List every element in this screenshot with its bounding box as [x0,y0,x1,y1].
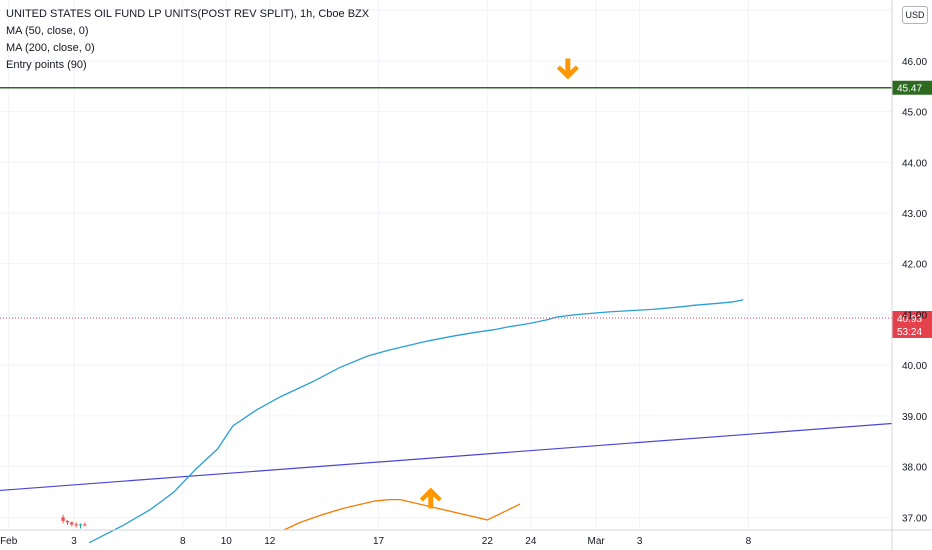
candles-layer [61,514,87,529]
entry-arrow-down [556,58,579,80]
legend-ma200[interactable]: MA (200, close, 0) [6,42,95,54]
x-tick-label: 8 [746,536,752,547]
y-tick-label: 38.00 [902,463,927,474]
x-tick-label: 3 [71,536,77,547]
last-price-label: 40.93 [897,314,922,325]
candle-body [65,520,70,523]
y-tick-label: 39.00 [902,412,927,423]
y-tick-label: 45.00 [902,108,927,119]
x-tick-label: 22 [482,536,494,547]
bar-countdown-label: 53:24 [897,327,922,338]
y-tick-label: 37.00 [902,513,927,524]
currency-button[interactable]: USD [902,6,928,24]
trendline [0,422,893,492]
candle-body [74,524,78,526]
candle-body [78,524,83,526]
entry-arrows-layer [419,58,579,509]
y-tick-label: 46.00 [902,57,927,68]
x-tick-label: 12 [264,536,276,547]
symbol-title[interactable]: UNITED STATES OIL FUND LP UNITS(POST REV… [6,8,370,20]
candle-body [83,524,87,526]
resistance-price-label: 45.47 [897,84,922,95]
levels-layer: 45.47 40.93 53:24 [0,80,932,338]
ma50-line [88,298,744,544]
x-tick-label: 8 [180,536,186,547]
chart-legend: UNITED STATES OIL FUND LP UNITS(POST REV… [6,6,369,74]
resistance-price-tag [892,80,932,95]
y-tick-label: 42.00 [902,260,927,271]
y-tick-label: 41.00 [902,310,927,321]
y-tick-label: 40.00 [902,361,927,372]
ma200-line [283,498,521,531]
y-tick-label: 44.00 [902,158,927,169]
trendline-layer [0,422,893,492]
x-tick-label: Mar [587,536,605,547]
x-tick-label: Feb [0,536,18,547]
legend-ma50[interactable]: MA (50, close, 0) [6,25,89,37]
y-tick-label: 43.00 [902,209,927,220]
x-tick-label: 10 [221,536,233,547]
grid [0,0,892,530]
moving-averages-layer [88,298,744,544]
candle-body [61,517,65,521]
x-tick-label: 17 [373,536,385,547]
last-price-tag [892,311,932,338]
x-tick-label: 24 [525,536,537,547]
x-tick-label: 3 [637,536,643,547]
legend-entry-points[interactable]: Entry points (90) [6,59,87,71]
candle-body [70,522,74,525]
entry-arrow-up [419,487,442,509]
